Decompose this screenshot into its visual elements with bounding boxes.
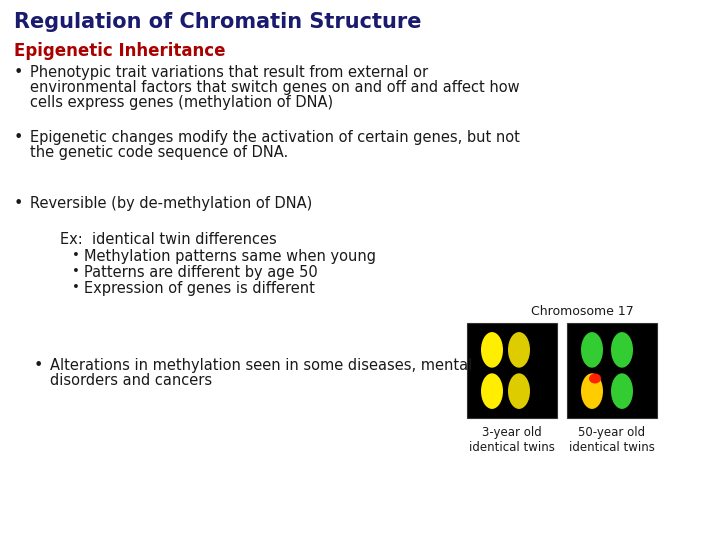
Ellipse shape: [508, 373, 530, 409]
Text: Expression of genes is different: Expression of genes is different: [84, 281, 315, 296]
Ellipse shape: [611, 373, 633, 409]
Ellipse shape: [581, 332, 603, 368]
Text: •: •: [14, 65, 23, 80]
Text: Ex:  identical twin differences: Ex: identical twin differences: [60, 232, 276, 247]
Text: disorders and cancers: disorders and cancers: [50, 373, 212, 388]
Text: Phenotypic trait variations that result from external or: Phenotypic trait variations that result …: [30, 65, 428, 80]
Text: •: •: [72, 249, 80, 262]
Text: 50-year old
identical twins: 50-year old identical twins: [569, 426, 655, 454]
Ellipse shape: [611, 332, 633, 368]
Text: •: •: [14, 196, 23, 211]
Text: the genetic code sequence of DNA.: the genetic code sequence of DNA.: [30, 145, 288, 160]
Text: environmental factors that switch genes on and off and affect how: environmental factors that switch genes …: [30, 80, 520, 95]
Text: cells express genes (methylation of DNA): cells express genes (methylation of DNA): [30, 95, 333, 110]
FancyBboxPatch shape: [567, 323, 657, 418]
Text: •: •: [72, 265, 80, 278]
Ellipse shape: [481, 373, 503, 409]
Text: Methylation patterns same when young: Methylation patterns same when young: [84, 249, 376, 264]
Text: Regulation of Chromatin Structure: Regulation of Chromatin Structure: [14, 12, 421, 32]
Ellipse shape: [481, 332, 503, 368]
Text: Epigenetic Inheritance: Epigenetic Inheritance: [14, 42, 225, 60]
Text: 3-year old
identical twins: 3-year old identical twins: [469, 426, 555, 454]
Ellipse shape: [589, 374, 601, 383]
Text: Alterations in methylation seen in some diseases, mental: Alterations in methylation seen in some …: [50, 358, 472, 373]
Text: •: •: [14, 130, 23, 145]
Text: Reversible (by de-methylation of DNA): Reversible (by de-methylation of DNA): [30, 196, 312, 211]
Text: Chromosome 17: Chromosome 17: [531, 305, 634, 318]
Text: •: •: [34, 358, 43, 373]
Text: •: •: [72, 281, 80, 294]
Text: Patterns are different by age 50: Patterns are different by age 50: [84, 265, 318, 280]
Ellipse shape: [508, 332, 530, 368]
Ellipse shape: [581, 373, 603, 409]
Text: Epigenetic changes modify the activation of certain genes, but not: Epigenetic changes modify the activation…: [30, 130, 520, 145]
FancyBboxPatch shape: [467, 323, 557, 418]
